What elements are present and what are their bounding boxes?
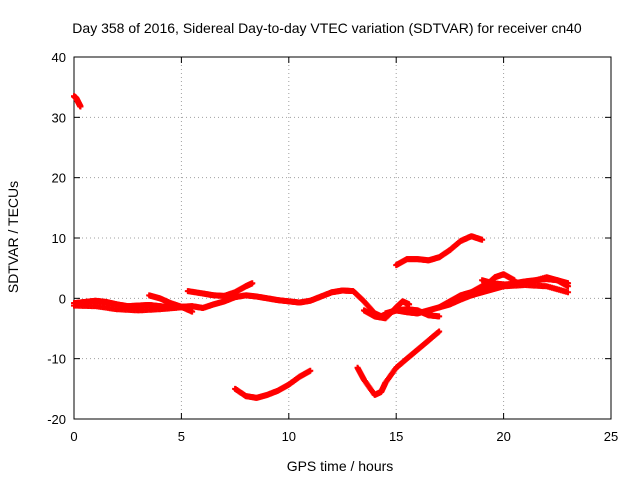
data-point	[307, 367, 314, 374]
y-tick-label: -20	[47, 412, 66, 427]
data-points	[71, 93, 572, 401]
data-point	[249, 280, 256, 287]
y-tick-label: 20	[52, 171, 66, 186]
chart-title: Day 358 of 2016, Sidereal Day-to-day VTE…	[72, 20, 582, 36]
data-point	[406, 301, 413, 308]
y-tick-label: 10	[52, 231, 66, 246]
y-axis-label: SDTVAR / TECUs	[5, 181, 21, 293]
x-tick-label: 25	[604, 429, 618, 444]
data-point	[436, 313, 443, 320]
series-arc-1	[71, 93, 84, 110]
data-point	[565, 283, 572, 290]
series-arc-10	[382, 306, 443, 320]
x-tick-label: 20	[496, 429, 510, 444]
data-point	[189, 308, 196, 315]
x-tick-label: 0	[70, 429, 77, 444]
x-axis-label: GPS time / hours	[287, 458, 394, 474]
grid	[74, 57, 611, 419]
data-point	[77, 103, 84, 110]
series-arc-7	[354, 328, 443, 398]
series-arc-5	[184, 280, 256, 299]
series-arc-4	[146, 292, 196, 315]
y-tick-label: 30	[52, 110, 66, 125]
series-arc-9	[393, 233, 486, 269]
data-point	[479, 236, 486, 243]
y-tick-label: 40	[52, 50, 66, 65]
x-tick-label: 15	[389, 429, 403, 444]
axis-ticks: 0 5 10 15 20 25 -20 -10 0 10 20 30 40	[47, 50, 618, 444]
x-tick-label: 5	[178, 429, 185, 444]
data-point	[436, 328, 443, 335]
y-tick-label: -10	[47, 352, 66, 367]
x-tick-label: 10	[282, 429, 296, 444]
series-arc-6	[232, 367, 314, 401]
y-tick-label: 0	[59, 291, 66, 306]
data-point	[565, 289, 572, 296]
series-arc-13	[479, 274, 572, 290]
